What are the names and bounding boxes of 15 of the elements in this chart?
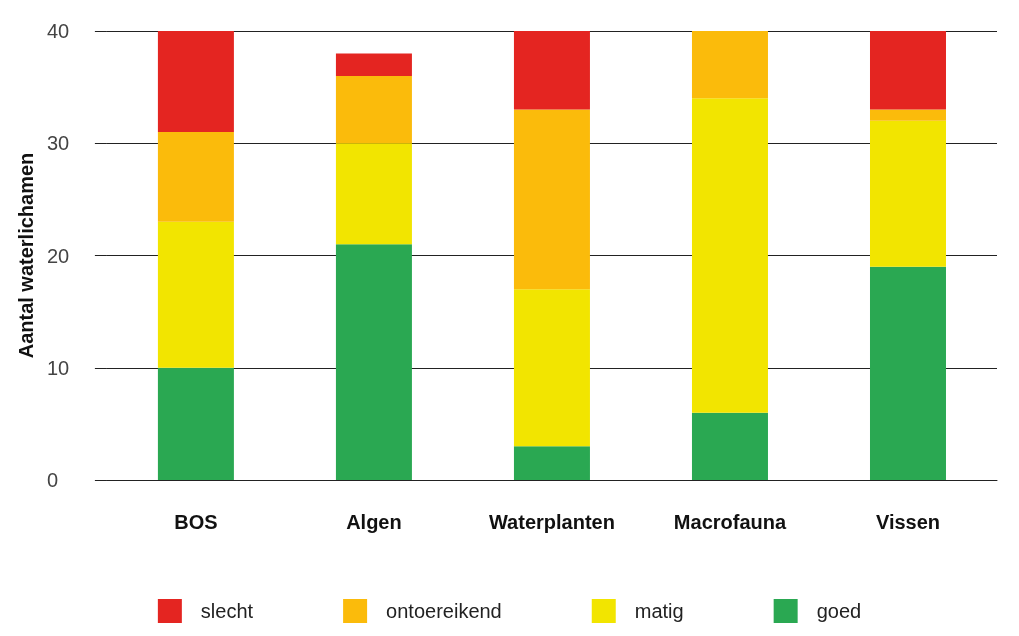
y-tick-label: 40 <box>46 20 70 42</box>
y-tick-label: 10 <box>46 356 70 379</box>
legend-label: goed <box>816 600 862 622</box>
legend-label: slecht <box>200 600 254 622</box>
x-tick-label: Vissen <box>875 511 941 533</box>
x-tick-label: Waterplanten <box>488 511 615 533</box>
y-tick-label: 20 <box>46 244 70 267</box>
y-tick-label: 30 <box>46 132 70 155</box>
y-tick-label: 0 <box>46 469 59 491</box>
legend-label: ontoereikend <box>386 600 502 622</box>
x-tick-label: Macrofauna <box>673 511 787 533</box>
y-axis-title: Aantal waterlichamen <box>15 152 37 359</box>
x-tick-label: Algen <box>346 511 402 533</box>
legend-label: matig <box>634 600 684 622</box>
x-tick-label: BOS <box>174 511 218 533</box>
